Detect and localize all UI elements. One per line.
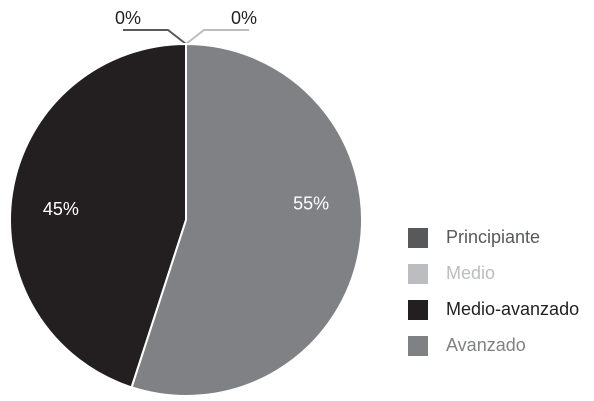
leader-line (185, 29, 249, 45)
legend-swatch (408, 228, 428, 248)
pie-slice (9, 42, 187, 389)
data-label: 55% (293, 194, 329, 214)
leader-line (123, 29, 187, 45)
legend-label: Medio-avanzado (446, 299, 579, 319)
legend-swatch (408, 300, 428, 320)
legend-label: Principiante (446, 227, 540, 247)
legend-label: Medio (446, 263, 495, 283)
legend-label: Avanzado (446, 335, 526, 355)
pie-slice (130, 42, 363, 397)
data-label: 0% (231, 8, 257, 28)
data-label: 0% (115, 8, 141, 28)
legend-swatch (408, 336, 428, 356)
legend-swatch (408, 264, 428, 284)
data-label: 45% (43, 199, 79, 219)
